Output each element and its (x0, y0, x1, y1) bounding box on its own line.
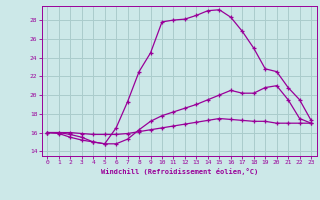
X-axis label: Windchill (Refroidissement éolien,°C): Windchill (Refroidissement éolien,°C) (100, 168, 258, 175)
